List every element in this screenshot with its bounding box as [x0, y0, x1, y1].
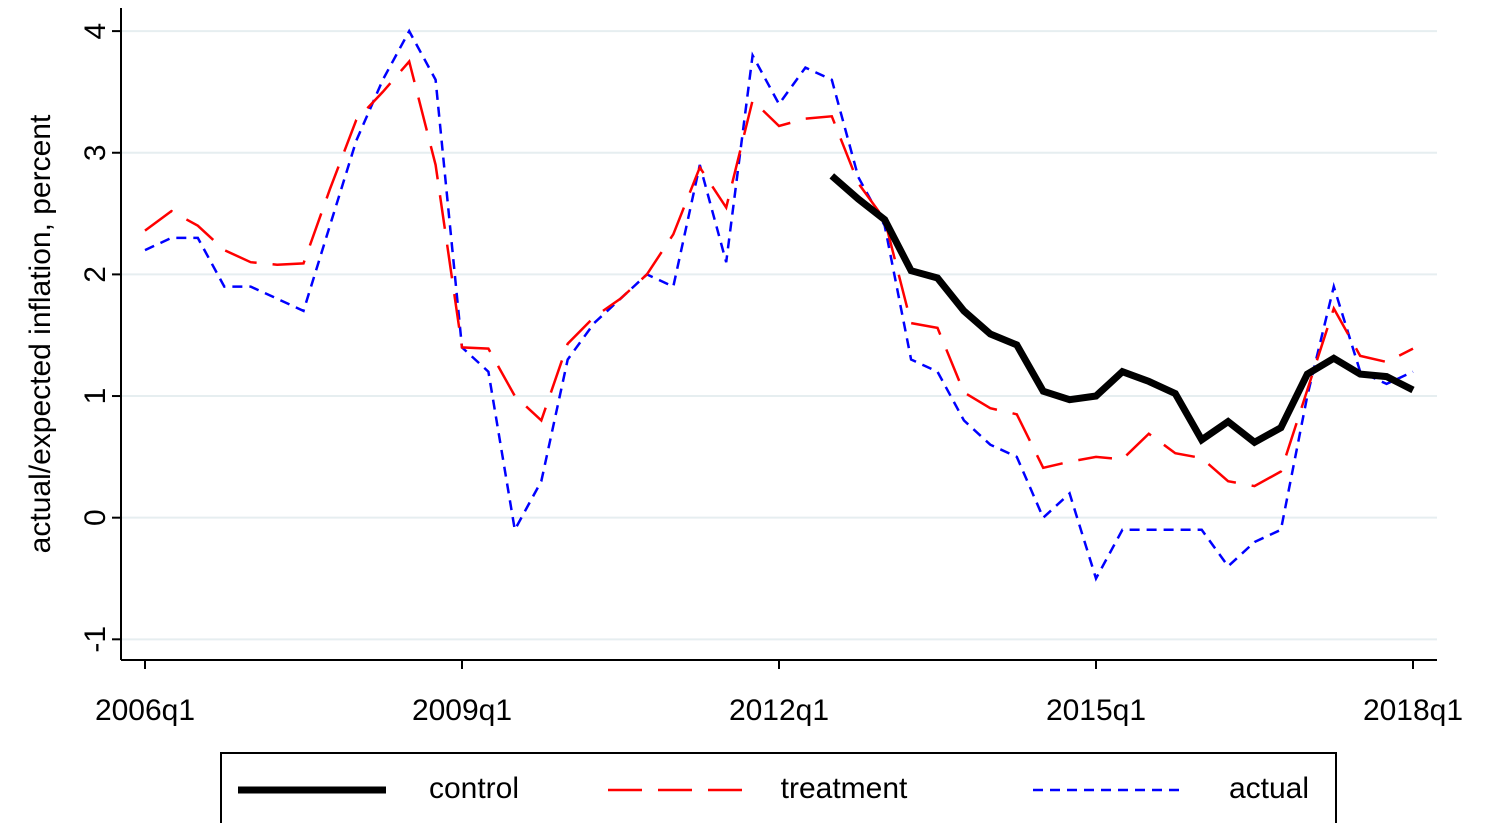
x-tick-label: 2015q1 — [1046, 694, 1146, 727]
legend-label: control — [429, 772, 519, 805]
legend-label: actual — [1229, 772, 1309, 805]
y-tick-label: 0 — [79, 509, 112, 526]
y-axis-label: actual/expected inflation, percent — [24, 114, 57, 553]
y-tick-label: 3 — [79, 144, 112, 161]
x-tick-label: 2018q1 — [1363, 694, 1463, 727]
y-tick-label: -1 — [79, 626, 112, 653]
y-tick-label: 4 — [79, 23, 112, 40]
legend-label: treatment — [781, 772, 908, 805]
series-line — [144, 28, 1414, 582]
x-tick-label: 2006q1 — [95, 694, 195, 727]
x-tick-label: 2009q1 — [412, 694, 512, 727]
series-line — [829, 173, 1415, 447]
series-line — [144, 58, 1414, 488]
legend-box — [220, 752, 1337, 823]
y-tick-label: 2 — [79, 266, 112, 283]
y-tick-label: 1 — [79, 388, 112, 405]
x-tick-label: 2012q1 — [729, 694, 829, 727]
